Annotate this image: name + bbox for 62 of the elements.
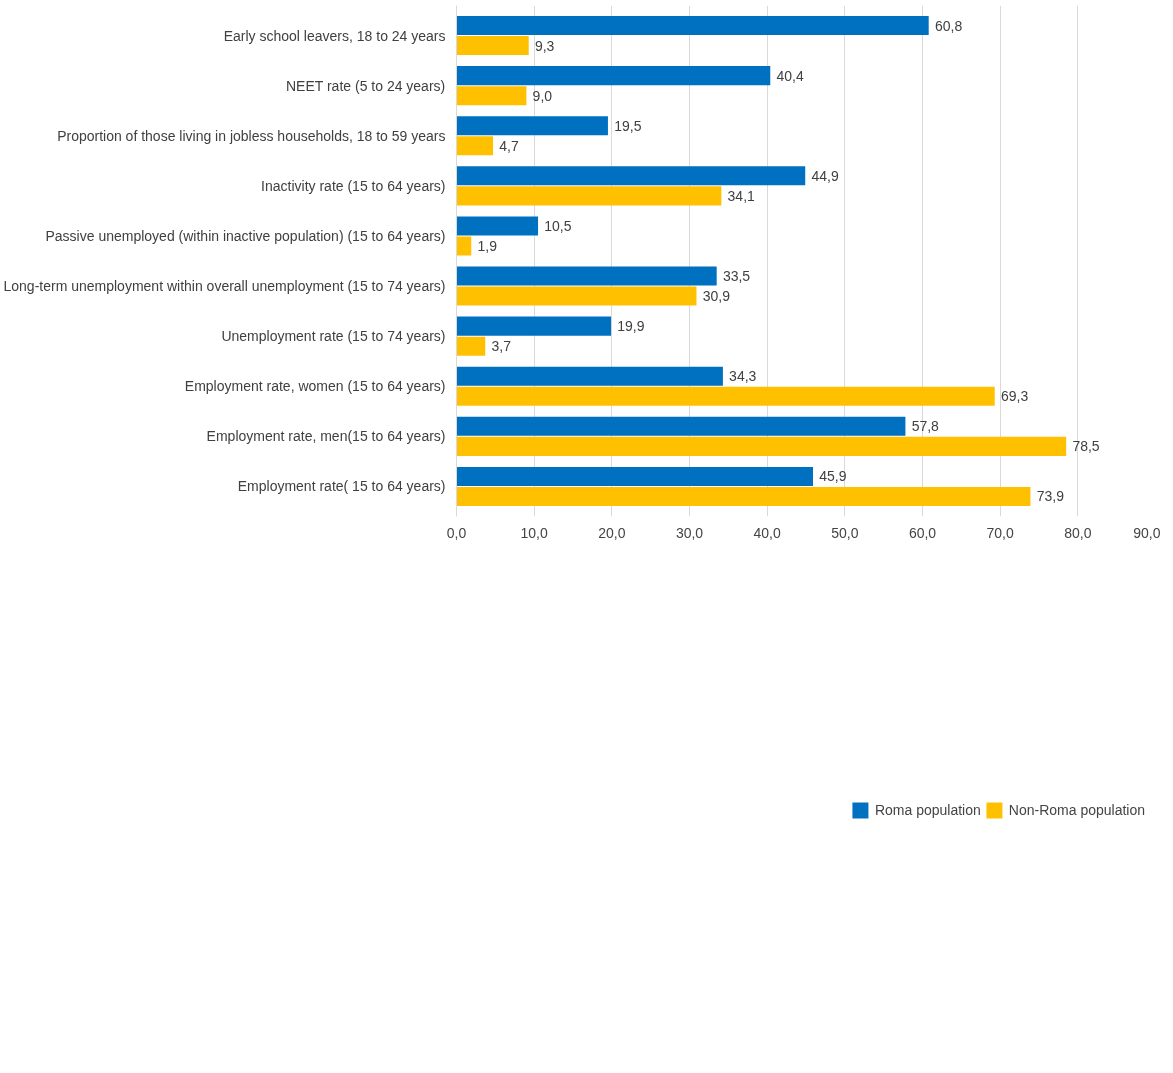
bar	[456, 466, 813, 486]
bar	[456, 136, 493, 156]
data-label: 4,7	[499, 137, 519, 154]
data-label: 69,3	[1000, 388, 1029, 405]
bar	[456, 286, 697, 306]
x-tick-label: 30,0	[675, 524, 704, 541]
bar	[456, 116, 608, 136]
y-tick-label: Employment rate, men(15 to 64 years)	[206, 428, 446, 445]
y-tick-label: Employment rate, women (15 to 64 years)	[184, 378, 446, 395]
data-label: 1,9	[477, 237, 498, 254]
legend-label: Non-Roma population	[1008, 802, 1145, 818]
bar	[456, 316, 612, 336]
y-tick-label: Unemployment rate (15 to 74 years)	[221, 328, 446, 345]
bar	[456, 86, 527, 106]
y-tick-label: Inactivity rate (15 to 64 years)	[261, 177, 446, 194]
bar	[456, 66, 771, 86]
bar	[456, 366, 723, 386]
data-label: 19,5	[614, 117, 642, 134]
data-label: 34,3	[729, 368, 757, 385]
x-tick-label: 50,0	[831, 524, 859, 541]
bar	[456, 16, 929, 36]
data-label: 33,5	[722, 268, 751, 285]
x-tick-label: 70,0	[986, 524, 1014, 541]
data-label: 57,8	[911, 418, 940, 435]
data-label: 40,4	[776, 67, 804, 84]
legend-label: Roma population	[874, 802, 981, 818]
bar	[456, 436, 1067, 456]
data-label: 45,9	[819, 468, 847, 485]
bar	[456, 266, 717, 286]
data-label: 9,0	[532, 87, 553, 104]
x-tick-label: 0,0	[446, 524, 467, 541]
y-tick-label: Employment rate( 15 to 64 years)	[237, 478, 446, 495]
x-tick-label: 10,0	[520, 524, 548, 541]
y-tick-label: NEET rate (5 to 24 years)	[286, 77, 446, 94]
bar	[456, 486, 1031, 506]
bar	[456, 36, 529, 56]
data-label: 78,5	[1072, 438, 1100, 455]
x-tick-label: 90,0	[1133, 524, 1161, 541]
bar	[456, 166, 806, 186]
y-tick-label: Proportion of those living in jobless households, 18 to 59 years	[57, 127, 446, 144]
bar	[456, 336, 486, 356]
bar	[456, 236, 472, 256]
data-label: 9,3	[534, 37, 555, 54]
data-label: 10,5	[544, 217, 572, 234]
x-tick-label: 60,0	[908, 524, 937, 541]
data-label: 30,9	[702, 288, 731, 305]
bar	[456, 386, 995, 406]
data-label: 73,9	[1036, 488, 1065, 505]
data-label: 19,9	[617, 318, 645, 335]
y-tick-label: Long-term unemployment within overall unemployment (15 to 74 years)	[3, 278, 446, 295]
data-label: 60,8	[934, 17, 963, 34]
data-label: 3,7	[491, 338, 512, 355]
bar	[456, 416, 906, 436]
x-tick-label: 40,0	[753, 524, 781, 541]
y-tick-label: Early school leavers, 18 to 24 years	[223, 27, 446, 44]
data-label: 44,9	[811, 167, 839, 184]
x-tick-label: 80,0	[1064, 524, 1092, 541]
y-tick-label: Passive unemployed (within inactive population) (15 to 64 years)	[45, 227, 446, 244]
x-tick-label: 20,0	[598, 524, 626, 541]
bar	[456, 186, 722, 206]
data-label: 34,1	[727, 187, 756, 204]
bar	[456, 216, 539, 236]
